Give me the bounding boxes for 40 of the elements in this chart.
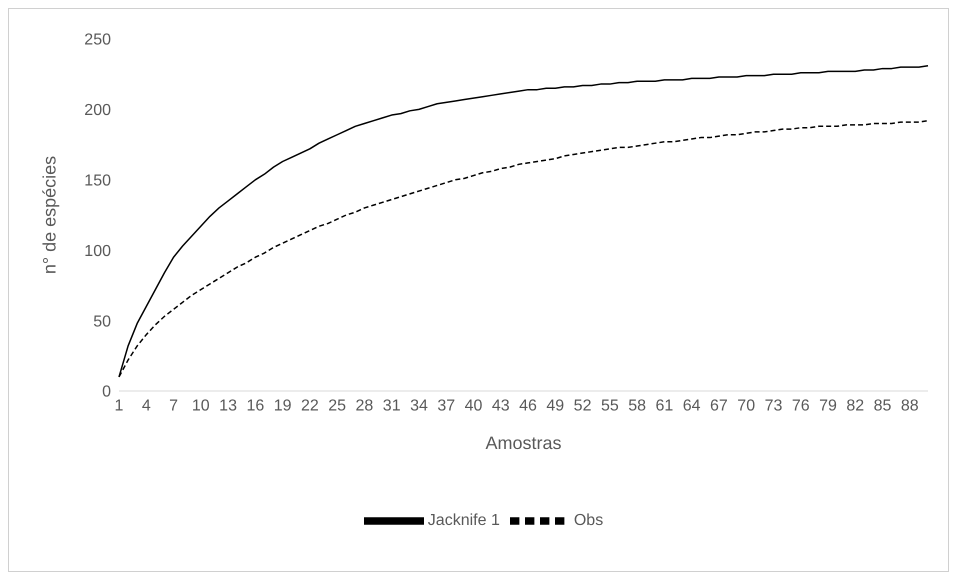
x-tick-label: 34 xyxy=(410,397,428,414)
x-tick-label: 22 xyxy=(300,397,319,414)
x-tick-label: 88 xyxy=(900,397,919,414)
x-tick-label: 40 xyxy=(464,397,483,414)
x-tick-label: 25 xyxy=(328,397,346,414)
x-tick-label: 85 xyxy=(874,397,892,414)
x-tick-label: 73 xyxy=(764,397,782,414)
x-tick-label: 28 xyxy=(356,397,374,414)
x-tick-label: 31 xyxy=(382,397,401,414)
y-tick-label: 0 xyxy=(102,384,112,401)
x-tick-label: 46 xyxy=(519,397,538,414)
x-tick-label: 76 xyxy=(792,397,810,414)
x-tick-label: 4 xyxy=(142,397,151,414)
x-tick-label: 70 xyxy=(737,397,756,414)
y-tick-label: 100 xyxy=(84,242,112,260)
y-tick-label: 250 xyxy=(84,32,112,49)
legend-label: Obs xyxy=(574,512,604,530)
x-tick-label: 61 xyxy=(655,397,674,414)
y-tick-label: 150 xyxy=(84,172,112,190)
x-tick-label: 58 xyxy=(628,397,646,414)
x-axis-title: Amostras xyxy=(485,433,562,453)
x-tick-label: 43 xyxy=(492,397,510,414)
legend-label: Jacknife 1 xyxy=(428,512,500,530)
x-tick-label: 64 xyxy=(682,397,701,414)
x-tick-label: 67 xyxy=(710,397,728,414)
x-tick-label: 52 xyxy=(574,397,592,414)
x-tick-label: 79 xyxy=(819,397,838,414)
x-tick-label: 19 xyxy=(274,397,292,414)
x-tick-label: 16 xyxy=(246,397,264,414)
y-tick-label: 50 xyxy=(93,313,112,330)
y-axis-title: n° de espécies xyxy=(39,156,60,274)
x-tick-label: 1 xyxy=(114,397,124,414)
x-tick-label: 37 xyxy=(437,397,456,414)
x-tick-label: 10 xyxy=(192,397,210,414)
x-tick-label: 49 xyxy=(546,397,564,414)
x-tick-label: 7 xyxy=(169,397,178,414)
x-tick-label: 55 xyxy=(600,397,619,414)
x-tick-label: 82 xyxy=(846,397,864,414)
y-tick-label: 200 xyxy=(84,102,112,120)
x-tick-label: 13 xyxy=(219,397,238,414)
